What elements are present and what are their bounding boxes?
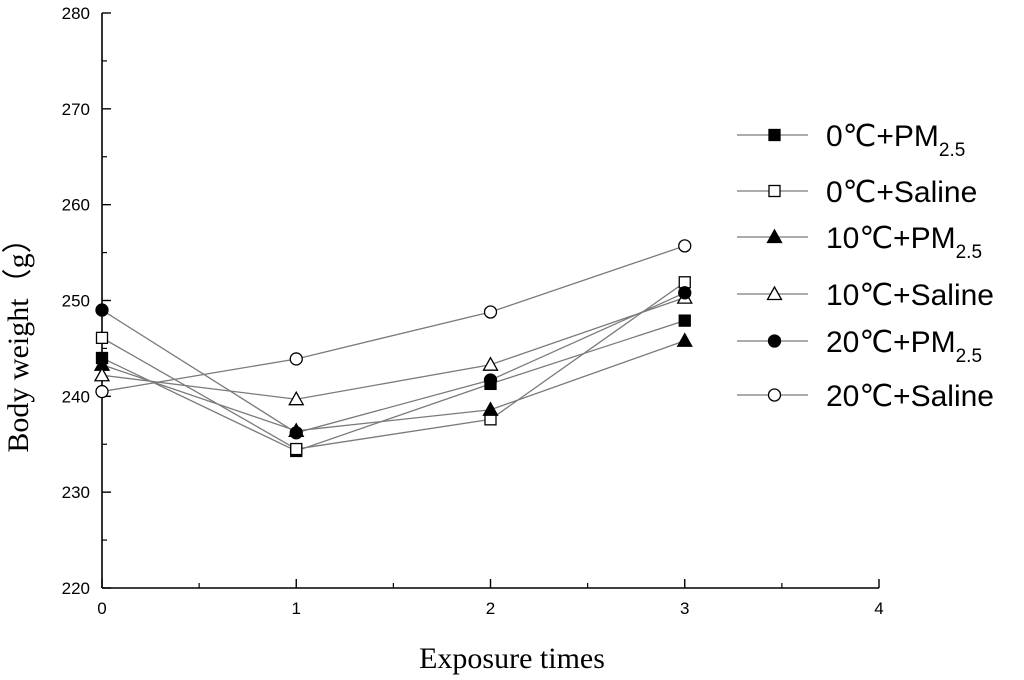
data-point	[95, 331, 109, 345]
series-lines	[101, 245, 686, 452]
y-tick-label: 220	[62, 579, 90, 598]
legend-label: 10℃+PM2.5	[826, 222, 982, 263]
series-line-5	[101, 245, 685, 393]
legend: 0℃+PM2.5 0℃+Saline 10℃+PM2.5 10℃+Saline 20℃+…	[737, 120, 994, 413]
series-line-0	[101, 320, 685, 452]
data-point	[290, 442, 303, 456]
data-point	[288, 390, 305, 406]
data-point	[289, 426, 303, 440]
x-tick-label: 1	[292, 599, 301, 618]
x-tick-label: 3	[680, 599, 689, 618]
x-tick-label: 4	[874, 599, 883, 618]
data-point	[483, 305, 498, 319]
x-axis-title: Exposure times	[419, 642, 605, 675]
legend-label: 10℃+Saline	[826, 279, 994, 312]
data-point	[678, 314, 691, 327]
y-tick-label: 270	[62, 100, 90, 119]
legend-label: 0℃+PM2.5	[826, 120, 965, 161]
y-axis-title: Body weight（g）	[2, 223, 35, 452]
legend-marker	[767, 334, 782, 348]
series-line-4	[101, 292, 686, 434]
y-tick-label: 250	[62, 292, 90, 311]
data-point	[678, 239, 692, 253]
legend-label: 0℃+Saline	[826, 176, 977, 209]
data-point	[676, 332, 693, 347]
series-markers	[93, 239, 693, 458]
y-tick-label: 280	[62, 4, 90, 23]
data-point	[93, 366, 111, 382]
y-tick-label: 230	[62, 483, 90, 502]
axes: 0 1 2 3 4 220 230 240 250 260 270 280	[62, 4, 884, 618]
x-tick-label: 2	[486, 599, 495, 618]
y-tick-label: 240	[62, 387, 90, 406]
series-line-1	[101, 281, 686, 450]
data-point	[482, 401, 499, 416]
y-tick-label: 260	[62, 196, 90, 215]
data-point	[678, 286, 692, 300]
data-point	[289, 352, 303, 366]
series-line-3	[101, 297, 685, 400]
data-point	[482, 356, 499, 371]
data-point	[95, 384, 109, 399]
legend-marker	[766, 285, 783, 301]
legend-marker	[768, 128, 781, 142]
legend-label: 20℃+Saline	[826, 380, 994, 413]
legend-label: 20℃+PM2.5	[826, 326, 982, 367]
series-line-2	[101, 340, 685, 432]
x-tick-label: 0	[97, 599, 106, 618]
legend-marker	[766, 228, 783, 244]
data-point	[483, 373, 498, 387]
data-point	[95, 303, 109, 317]
legend-marker	[767, 388, 782, 402]
data-point	[678, 276, 691, 289]
legend-marker	[768, 184, 781, 198]
